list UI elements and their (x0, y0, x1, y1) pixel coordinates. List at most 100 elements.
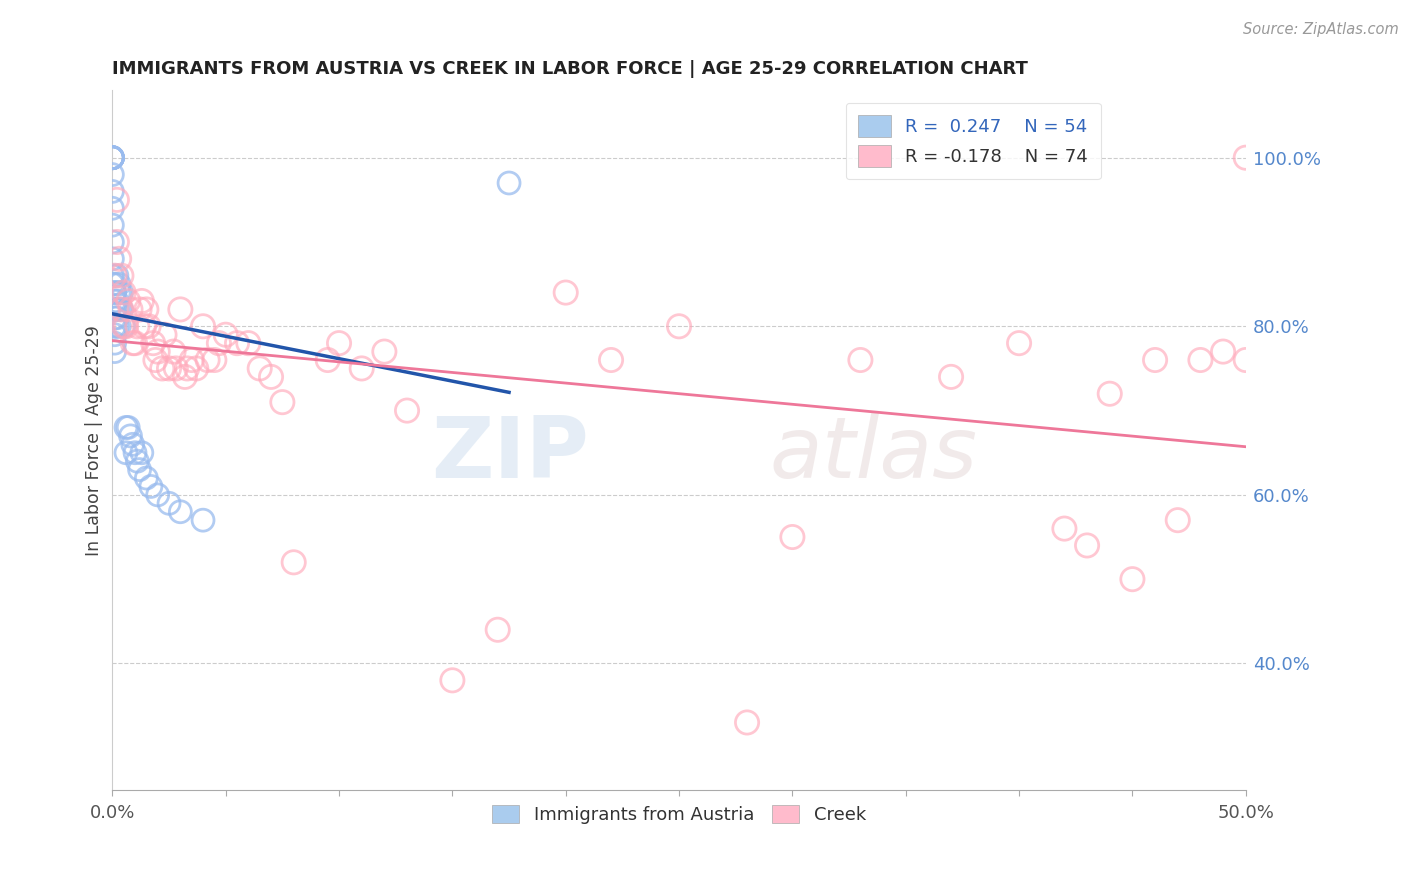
Point (112, 319, 135, 334)
Point (101, 185, 124, 199)
Point (108, 277, 131, 292)
Point (328, 336, 350, 351)
Point (101, 268, 124, 283)
Point (110, 268, 132, 283)
Point (1234, 151, 1257, 165)
Point (260, 369, 283, 384)
Point (238, 336, 260, 351)
Point (782, 530, 804, 544)
Point (191, 319, 214, 334)
Point (101, 151, 124, 165)
Point (191, 513, 214, 527)
Point (101, 168, 124, 182)
Point (131, 446, 153, 460)
Point (105, 268, 128, 283)
Point (105, 302, 128, 317)
Point (104, 302, 127, 317)
Point (554, 285, 576, 300)
Text: IMMIGRANTS FROM AUSTRIA VS CREEK IN LABOR FORCE | AGE 25-29 CORRELATION CHART: IMMIGRANTS FROM AUSTRIA VS CREEK IN LABO… (112, 60, 1028, 78)
Point (104, 310, 127, 325)
Point (668, 319, 690, 334)
Point (101, 277, 124, 292)
Point (142, 336, 165, 351)
Point (146, 344, 169, 359)
Point (396, 403, 419, 417)
Point (105, 293, 128, 308)
Point (105, 235, 128, 249)
Point (101, 151, 124, 165)
Point (600, 353, 623, 368)
Point (939, 369, 962, 384)
Point (104, 268, 127, 283)
Point (135, 302, 157, 317)
Point (197, 353, 219, 368)
Point (131, 293, 153, 308)
Point (146, 488, 169, 502)
Point (101, 151, 124, 165)
Point (112, 319, 135, 334)
Point (249, 361, 271, 376)
Point (1098, 386, 1121, 401)
Point (180, 353, 202, 368)
Point (128, 462, 150, 476)
Point (226, 336, 249, 351)
Text: Source: ZipAtlas.com: Source: ZipAtlas.com (1243, 22, 1399, 37)
Point (110, 302, 132, 317)
Point (101, 151, 124, 165)
Point (1144, 353, 1167, 368)
Point (1076, 539, 1098, 553)
Point (373, 344, 395, 359)
Point (1189, 353, 1212, 368)
Point (105, 310, 128, 325)
Point (1167, 513, 1189, 527)
Point (186, 361, 208, 376)
Point (108, 285, 131, 300)
Point (101, 151, 124, 165)
Point (110, 285, 132, 300)
Point (101, 201, 124, 215)
Point (153, 327, 176, 342)
Point (127, 454, 149, 468)
Point (104, 285, 127, 300)
Point (215, 327, 238, 342)
Point (117, 293, 139, 308)
Point (120, 302, 142, 317)
Point (157, 361, 180, 376)
Point (139, 479, 162, 493)
Point (115, 420, 138, 434)
Point (115, 319, 138, 334)
Point (117, 420, 139, 434)
Point (316, 353, 339, 368)
Text: ZIP: ZIP (430, 413, 588, 496)
Point (1121, 572, 1143, 586)
Point (112, 285, 135, 300)
Point (283, 555, 305, 569)
Point (108, 252, 131, 266)
Point (271, 395, 294, 409)
Legend: Immigrants from Austria, Creek: Immigrants from Austria, Creek (484, 796, 875, 833)
Point (108, 302, 131, 317)
Point (157, 496, 180, 510)
Point (138, 319, 160, 334)
Point (101, 218, 124, 232)
Point (169, 505, 191, 519)
Point (121, 437, 143, 451)
Point (150, 361, 173, 376)
Point (110, 302, 132, 317)
Point (169, 302, 191, 317)
Point (145, 353, 167, 368)
Point (849, 353, 872, 368)
Point (104, 344, 127, 359)
Point (104, 327, 127, 342)
Point (162, 344, 184, 359)
Point (441, 673, 464, 688)
Point (127, 319, 149, 334)
Point (165, 361, 187, 376)
Point (101, 151, 124, 165)
Point (1008, 336, 1031, 351)
Point (104, 293, 127, 308)
Text: atlas: atlas (769, 413, 977, 496)
Point (101, 151, 124, 165)
Point (115, 446, 138, 460)
Point (498, 176, 520, 190)
